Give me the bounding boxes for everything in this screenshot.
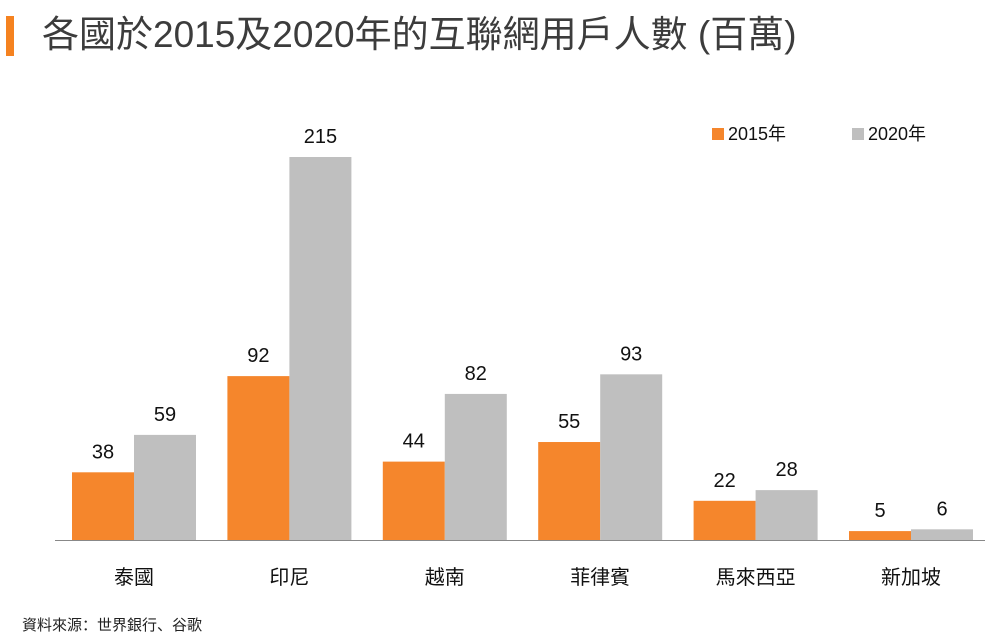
value-label-2020年-越南: 82 bbox=[465, 363, 487, 385]
category-labels-group: 泰國 印尼 越南 菲律賓 馬來西亞 新加坡 bbox=[114, 566, 941, 589]
bars-group bbox=[72, 157, 973, 540]
title-accent-bar bbox=[6, 16, 14, 56]
chart-title: 各國於2015及2020年的互聯網用戶人數 (百萬) bbox=[42, 14, 797, 55]
category-label-印尼: 印尼 bbox=[269, 566, 309, 589]
category-label-馬來西亞: 馬來西亞 bbox=[716, 566, 796, 589]
category-label-泰國: 泰國 bbox=[114, 566, 154, 589]
legend-swatch-2020年 bbox=[852, 128, 864, 140]
bar-2020年-馬來西亞 bbox=[755, 490, 818, 540]
value-label-2015年-新加坡: 5 bbox=[874, 500, 885, 522]
bar-2020年-菲律賓 bbox=[600, 374, 663, 540]
value-label-2020年-菲律賓: 93 bbox=[620, 343, 642, 365]
bar-2015年-馬來西亞 bbox=[693, 500, 756, 540]
bar-2015年-泰國 bbox=[72, 472, 134, 540]
value-label-2020年-泰國: 59 bbox=[154, 404, 176, 426]
bar-2015年-菲律賓 bbox=[538, 442, 601, 540]
value-label-2015年-印尼: 92 bbox=[247, 345, 269, 367]
value-label-2020年-印尼: 215 bbox=[304, 126, 337, 148]
value-label-2020年-馬來西亞: 28 bbox=[775, 459, 797, 481]
bar-2015年-新加坡 bbox=[849, 531, 911, 540]
bar-2020年-泰國 bbox=[134, 434, 196, 540]
value-label-2015年-泰國: 38 bbox=[92, 441, 114, 463]
bar-2015年-越南 bbox=[382, 461, 445, 540]
legend-swatch-2015年 bbox=[712, 128, 724, 140]
legend-label-2020年: 2020年 bbox=[868, 124, 926, 144]
category-label-菲律賓: 菲律賓 bbox=[570, 566, 630, 589]
category-label-越南: 越南 bbox=[425, 566, 465, 589]
legend-label-2015年: 2015年 bbox=[728, 124, 786, 144]
bar-2020年-新加坡 bbox=[911, 529, 973, 540]
source-note: 資料來源：世界銀行、谷歌 bbox=[22, 617, 203, 634]
legend: 2015年 2020年 bbox=[712, 124, 926, 144]
value-label-2015年-越南: 44 bbox=[403, 431, 425, 453]
bar-2015年-印尼 bbox=[227, 376, 290, 540]
category-label-新加坡: 新加坡 bbox=[881, 566, 941, 589]
value-labels-group: 38 59 92 215 44 82 55 93 22 28 5 6 bbox=[92, 126, 948, 522]
bar-2020年-越南 bbox=[444, 393, 507, 540]
bar-2020年-印尼 bbox=[289, 157, 352, 540]
value-label-2015年-馬來西亞: 22 bbox=[713, 470, 735, 492]
value-label-2015年-菲律賓: 55 bbox=[558, 411, 580, 433]
value-label-2020年-新加坡: 6 bbox=[936, 498, 947, 520]
